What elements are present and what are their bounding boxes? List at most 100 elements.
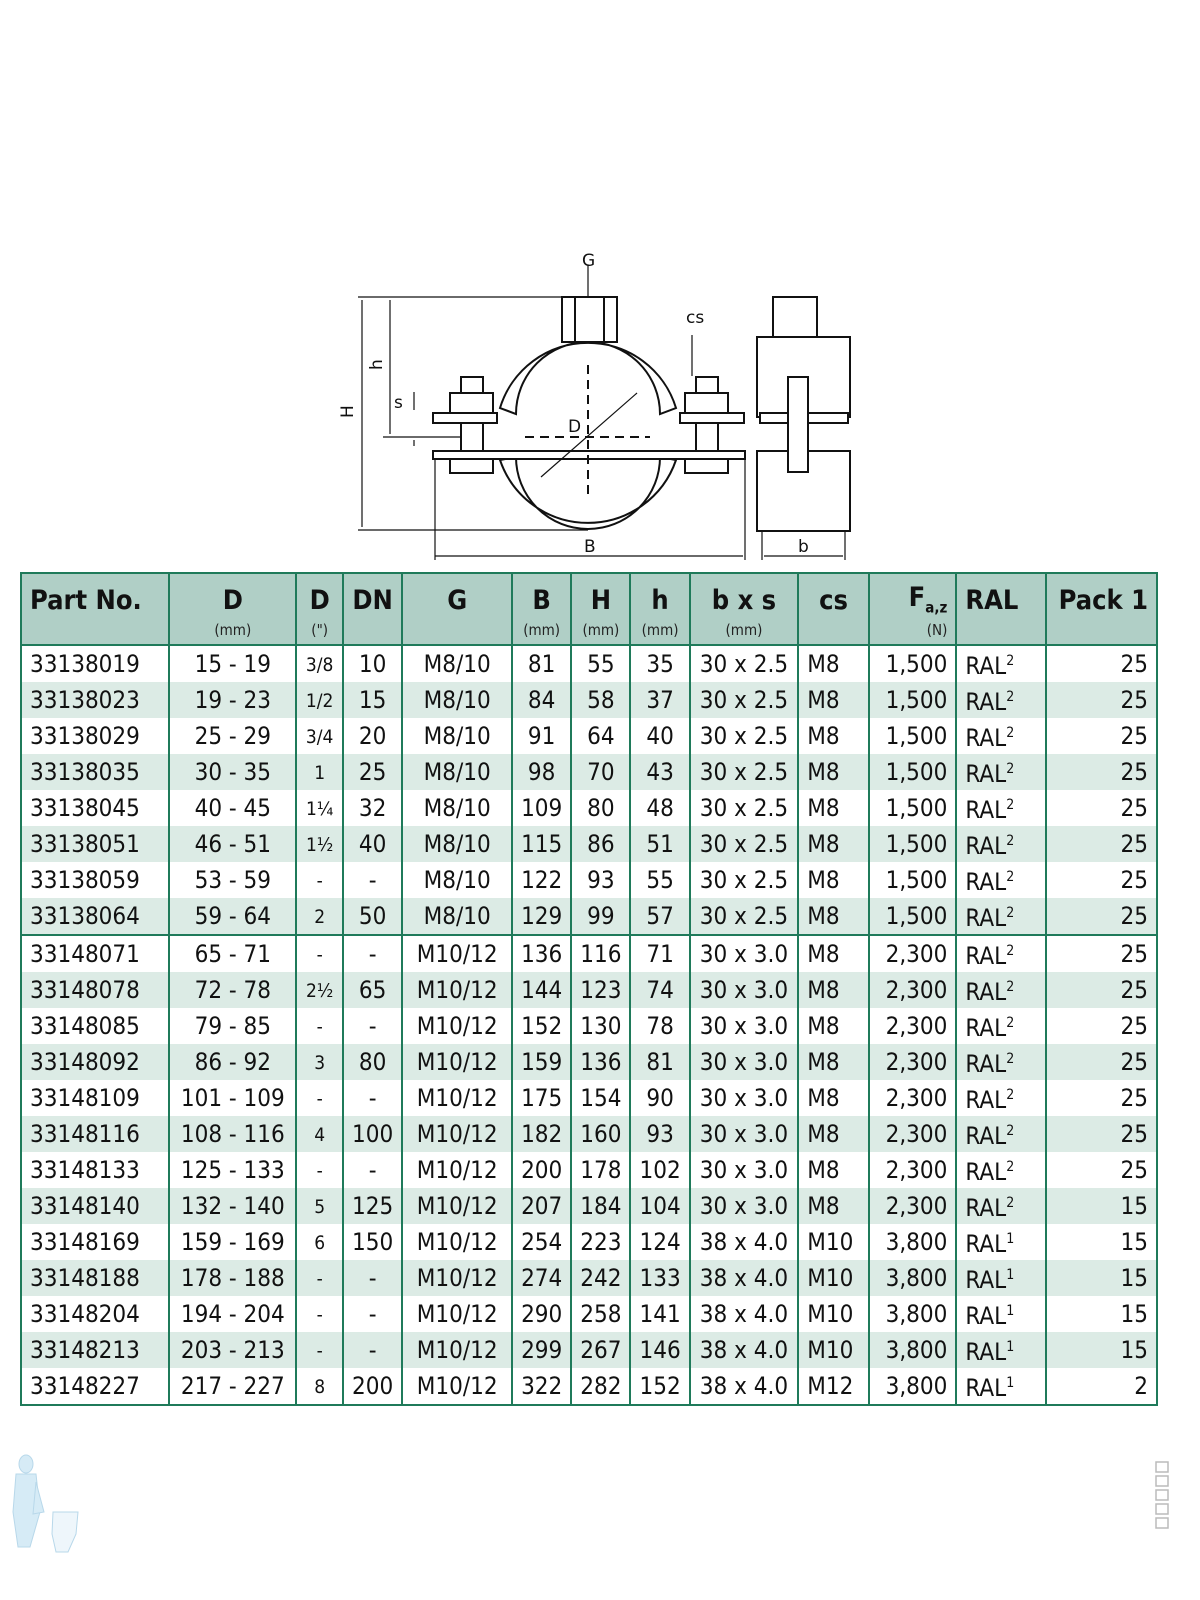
cell-value: 101 - 109: [180, 1083, 285, 1112]
cell-value: 53 - 59: [194, 865, 272, 894]
cell-value: 102: [639, 1155, 681, 1184]
table-cell: 5: [295, 1188, 345, 1224]
table-cell: -: [342, 1008, 404, 1044]
table-row: 33148204 194 - 204 - - M10/12 290 258 141 38 x 4…: [19, 1296, 1159, 1332]
cell-value: 30 x 2.5: [699, 829, 789, 858]
table-cell: 64: [570, 718, 632, 754]
cell-value: M10/12: [416, 975, 498, 1004]
cell-value: 58: [587, 685, 615, 714]
table-cell: RAL2: [955, 972, 1047, 1008]
ral-footnote: 2: [1006, 1123, 1015, 1139]
cell-value: 152: [521, 1011, 563, 1040]
table-cell: 25 - 29: [168, 718, 298, 754]
table-cell: 80: [342, 1044, 404, 1080]
cell-value: M8: [807, 1047, 840, 1076]
column-label: h: [651, 585, 669, 616]
cell-value: -: [316, 1087, 323, 1110]
cell-value: 25: [1120, 721, 1148, 750]
cell-value: 6: [314, 1231, 326, 1254]
table-cell: M8: [797, 1080, 870, 1116]
cell-value: 25: [1120, 685, 1148, 714]
cell-value: 125: [352, 1191, 394, 1220]
table-cell: 2½: [295, 972, 345, 1008]
table-row: 33148169 159 - 169 6 150 M10/12 254 223 124 38 x…: [19, 1224, 1159, 1260]
cell-value: 30 x 3.0: [699, 1155, 789, 1184]
ral-text: RAL: [965, 652, 1007, 680]
table-cell: M10/12: [401, 1368, 514, 1405]
table-cell: 30 x 2.5: [688, 754, 800, 790]
table-cell: 290: [511, 1296, 573, 1332]
cell-value: 217 - 227: [180, 1371, 285, 1400]
table-cell: RAL2: [955, 645, 1047, 682]
table-cell: 65 - 71: [168, 934, 298, 972]
cell-value: 274: [521, 1263, 563, 1292]
cell-value: 43: [646, 757, 674, 786]
table-cell: -: [295, 934, 345, 972]
table-cell: 2,300: [867, 934, 958, 972]
cell-value: 25: [1120, 1047, 1148, 1076]
ral-footnote: 2: [1006, 905, 1015, 921]
column-unit: [342, 616, 404, 645]
table-cell: RAL1: [955, 1368, 1047, 1405]
table-cell: 15: [1044, 1332, 1159, 1368]
table-cell: 25: [1044, 1044, 1159, 1080]
cell-value: 207: [521, 1191, 563, 1220]
cell-value: 33148092: [30, 1047, 140, 1076]
ral-text: RAL: [965, 1230, 1007, 1258]
cell-value: 160: [580, 1119, 622, 1148]
cell-value: 55: [646, 865, 674, 894]
cell-value: 80: [587, 793, 615, 822]
ral-text: RAL: [965, 1050, 1007, 1078]
ral-text: RAL: [965, 1302, 1007, 1330]
table-cell: 33138051: [19, 826, 171, 862]
cell-value: M8: [807, 1191, 840, 1220]
cell-value: -: [316, 1267, 323, 1290]
table-row: 33148085 79 - 85 - - M10/12 152 130 78 30 x 3.0 M…: [19, 1008, 1159, 1044]
table-cell: 152: [511, 1008, 573, 1044]
table-cell: 141: [629, 1296, 691, 1332]
label-h: h: [367, 359, 387, 370]
table-cell: 136: [570, 1044, 632, 1080]
table-row: 33148109 101 - 109 - - M10/12 175 154 90 30 x 3.…: [19, 1080, 1159, 1116]
table-cell: -: [295, 1152, 345, 1188]
cell-value: 33138023: [30, 685, 140, 714]
table-cell: M10/12: [401, 1080, 514, 1116]
cell-value: M8: [807, 975, 840, 1004]
table-cell: M8: [797, 1008, 870, 1044]
table-cell: 1,500: [867, 898, 958, 935]
table-cell: 207: [511, 1188, 573, 1224]
cell-value: 258: [580, 1299, 622, 1328]
table-cell: 1: [295, 754, 345, 790]
cell-value: -: [368, 1299, 377, 1328]
column-header: G: [401, 573, 514, 616]
cell-value: 51: [646, 829, 674, 858]
cell-value: 86 - 92: [194, 1047, 272, 1076]
ral-text: RAL: [965, 1194, 1007, 1222]
cell-value: 30 x 3.0: [699, 975, 789, 1004]
cell-value: 25 - 29: [194, 721, 272, 750]
ral-text: RAL: [965, 832, 1007, 860]
cell-value: 30 x 2.5: [699, 685, 789, 714]
table-cell: 33148092: [19, 1044, 171, 1080]
table-cell: M10/12: [401, 972, 514, 1008]
cell-value: 2,300: [885, 1047, 948, 1076]
column-label: DN: [352, 585, 393, 616]
cell-value: 25: [1120, 793, 1148, 822]
column-unit: [1044, 616, 1159, 645]
table-cell: 72 - 78: [168, 972, 298, 1008]
cell-value: 40 - 45: [194, 793, 272, 822]
table-cell: 25: [1044, 972, 1159, 1008]
table-cell: RAL1: [955, 1224, 1047, 1260]
cell-value: 86: [587, 829, 615, 858]
cell-value: 2,300: [885, 1191, 948, 1220]
table-cell: 38 x 4.0: [688, 1224, 800, 1260]
table-cell: 38 x 4.0: [688, 1332, 800, 1368]
table-cell: M8: [797, 645, 870, 682]
ral-footnote: 2: [1006, 761, 1015, 777]
table-cell: 109: [511, 790, 573, 826]
ral-text: RAL: [965, 942, 1007, 970]
column-unit: [797, 616, 870, 645]
cell-value: 108 - 116: [180, 1119, 285, 1148]
cell-value: M10/12: [416, 1155, 498, 1184]
